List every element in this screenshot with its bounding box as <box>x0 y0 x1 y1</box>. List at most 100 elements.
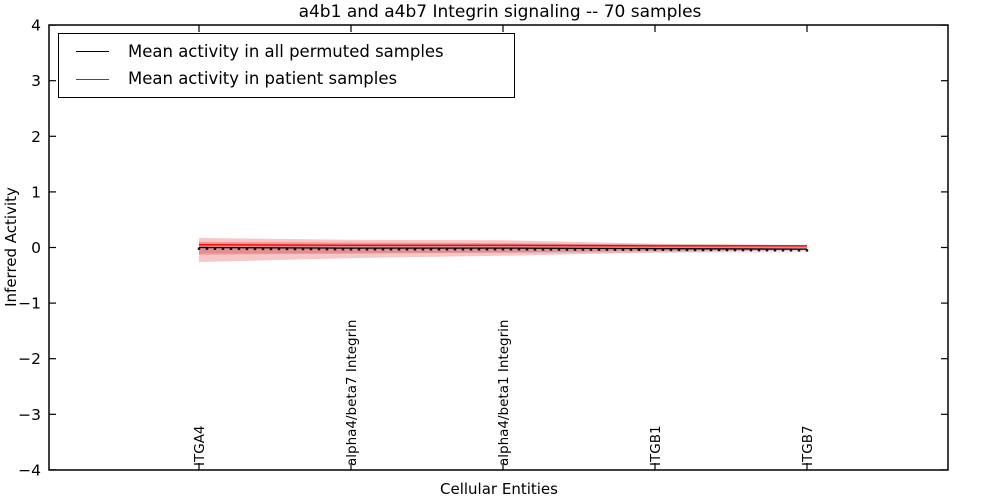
marker-dot <box>621 248 625 251</box>
marker-dot <box>741 248 745 252</box>
series-line-patient <box>198 244 807 247</box>
marker-dot <box>469 248 473 251</box>
marker-dot <box>429 248 433 251</box>
marker-dot <box>229 247 233 250</box>
marker-dot <box>365 248 369 251</box>
marker-dot <box>757 249 761 252</box>
y-tick-label: 3 <box>31 72 41 90</box>
marker-dot <box>285 247 289 251</box>
y-tick-label: 4 <box>31 17 41 35</box>
marker-dot <box>677 248 681 252</box>
legend: Mean activity in all permuted samples Me… <box>58 33 515 98</box>
y-tick-label: −3 <box>18 406 41 424</box>
marker-dot <box>541 248 545 251</box>
marker-dot <box>293 247 297 251</box>
marker-dot <box>685 248 689 252</box>
marker-dot <box>565 248 569 251</box>
legend-label-patient: Mean activity in patient samples <box>128 68 398 88</box>
marker-dot <box>277 247 281 251</box>
marker-dot <box>237 247 241 250</box>
marker-dot <box>453 248 457 251</box>
marker-dot <box>477 248 481 251</box>
marker-dot <box>557 248 561 251</box>
marker-dot <box>509 248 513 251</box>
marker-dot <box>725 248 729 252</box>
marker-dot <box>597 248 601 251</box>
marker-dot <box>317 247 321 251</box>
marker-dot <box>765 249 769 252</box>
marker-dot <box>749 249 753 252</box>
marker-dot <box>325 248 329 251</box>
marker-dot <box>637 248 641 251</box>
x-tick-label: alpha4/beta7 Integrin <box>344 320 360 466</box>
marker-dot <box>709 248 713 252</box>
marker-dot <box>245 247 249 251</box>
marker-dot <box>629 248 633 251</box>
marker-dot <box>789 249 793 252</box>
marker-dot <box>381 248 385 251</box>
y-tick-label: −2 <box>18 350 41 368</box>
marker-dot <box>405 248 409 251</box>
y-tick-label: 0 <box>31 239 41 257</box>
marker-dot <box>213 247 217 250</box>
y-tick-label: 2 <box>31 128 41 146</box>
marker-dot <box>773 249 777 252</box>
marker-dot <box>613 248 617 251</box>
marker-dot <box>605 248 609 251</box>
marker-dot <box>701 248 705 252</box>
marker-dot <box>253 247 257 251</box>
chart-title: a4b1 and a4b7 Integrin signaling -- 70 s… <box>298 2 702 22</box>
marker-dot <box>661 248 665 251</box>
y-tick-label: 1 <box>31 183 41 201</box>
marker-dot <box>197 247 201 250</box>
marker-dot <box>525 248 529 251</box>
marker-dot <box>573 248 577 251</box>
marker-dot <box>333 248 337 251</box>
marker-dot <box>485 248 489 251</box>
x-tick-label: ITGB7 <box>800 425 816 466</box>
marker-dot <box>533 248 537 251</box>
marker-dot <box>389 248 393 251</box>
marker-dot <box>589 248 593 251</box>
marker-dot <box>221 247 225 250</box>
marker-dot <box>437 248 441 251</box>
marker-dot <box>269 247 273 251</box>
y-tick-label: −1 <box>18 295 41 313</box>
marker-dot <box>421 248 425 251</box>
marker-dot <box>717 248 721 252</box>
legend-label-permuted: Mean activity in all permuted samples <box>128 41 444 61</box>
marker-dot <box>805 249 809 252</box>
marker-dot <box>309 247 313 251</box>
marker-dot <box>549 248 553 251</box>
marker-dot <box>733 248 737 252</box>
marker-dot <box>205 247 209 250</box>
marker-dot <box>461 248 465 251</box>
y-tick-label: −4 <box>18 461 41 479</box>
legend-line-permuted-icon <box>76 51 109 53</box>
marker-dot <box>373 248 377 251</box>
legend-line-patient-icon <box>76 78 109 80</box>
marker-dot <box>341 248 345 251</box>
marker-dot <box>781 249 785 252</box>
marker-dot <box>501 248 505 251</box>
x-tick-label: ITGB1 <box>648 425 664 466</box>
marker-dot <box>493 248 497 251</box>
marker-dot <box>653 248 657 251</box>
marker-dot <box>413 248 417 251</box>
marker-dot <box>349 248 353 251</box>
marker-dot <box>517 248 521 251</box>
marker-dot <box>645 248 649 251</box>
marker-dot <box>301 247 305 251</box>
x-tick-label: alpha4/beta1 Integrin <box>496 320 512 466</box>
marker-dot <box>581 248 585 251</box>
marker-dot <box>693 248 697 252</box>
marker-dot <box>357 248 361 251</box>
marker-dot <box>797 249 801 252</box>
legend-item-patient: Mean activity in patient samples <box>76 68 514 88</box>
marker-dot <box>445 248 449 251</box>
x-axis-label: Cellular Entities <box>440 480 558 498</box>
x-tick-label: ITGA4 <box>192 425 208 466</box>
marker-dot <box>261 247 265 251</box>
